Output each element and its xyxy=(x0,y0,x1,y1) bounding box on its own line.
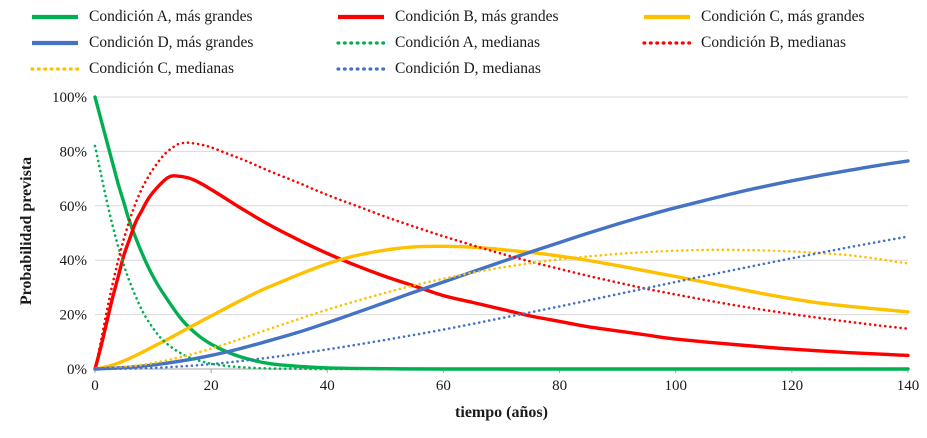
legend-label: Condición C, medianas xyxy=(89,60,235,77)
y-tick-label: 60% xyxy=(60,199,88,215)
legend-line-sample xyxy=(32,14,78,20)
legend-line-sample xyxy=(338,14,384,20)
legend-item: Condición C, más grandes xyxy=(642,4,927,30)
x-tick-label: 100 xyxy=(664,378,687,394)
legend-label: Condición B, más grandes xyxy=(395,8,559,25)
series-line-4 xyxy=(93,144,910,371)
legend-item: Condición A, más grandes xyxy=(30,4,336,30)
legend-line-sample xyxy=(30,67,80,71)
series-line-2 xyxy=(93,244,910,371)
x-tick-label: 120 xyxy=(781,378,804,394)
legend-line-sample xyxy=(336,41,386,45)
legend-item: Condición D, medianas xyxy=(336,56,642,82)
series-line-7 xyxy=(93,235,910,371)
legend-label: Condición D, más grandes xyxy=(89,34,254,51)
y-tick-label: 0% xyxy=(67,362,87,378)
legend-label: Condición B, medianas xyxy=(701,34,847,51)
x-tick-label: 60 xyxy=(436,378,451,394)
y-tick-label: 40% xyxy=(60,253,88,269)
legend-line-sample xyxy=(642,41,692,45)
legend-item: Condición D, más grandes xyxy=(30,30,336,56)
legend-item: Condición B, más grandes xyxy=(336,4,642,30)
legend-label: Condición A, medianas xyxy=(395,34,541,51)
x-axis-title: tiempo (años) xyxy=(455,404,548,421)
series-line-3 xyxy=(93,159,910,371)
y-axis-title: Probabilidad prevista xyxy=(18,156,35,306)
legend-label: Condición C, más grandes xyxy=(701,8,865,25)
legend-line-sample xyxy=(32,40,78,46)
y-tick-label: 100% xyxy=(52,90,87,106)
x-tick-label: 80 xyxy=(552,378,567,394)
legend-item: Condición A, medianas xyxy=(336,30,642,56)
legend-item: Condición C, medianas xyxy=(30,56,336,82)
chart-legend: Condición A, más grandes Condición B, más… xyxy=(30,4,927,82)
y-tick-label: 80% xyxy=(60,144,88,160)
x-tick-label: 40 xyxy=(320,378,335,394)
series-line-0 xyxy=(93,95,910,371)
x-tick-label: 140 xyxy=(897,378,920,394)
legend-label: Condición A, más grandes xyxy=(89,8,253,25)
x-tick-label: 20 xyxy=(204,378,219,394)
series-line-1 xyxy=(93,174,910,371)
legend-line-sample xyxy=(644,14,690,20)
legend-item: Condición B, medianas xyxy=(642,30,927,56)
legend-label: Condición D, medianas xyxy=(395,60,541,77)
legend-line-sample xyxy=(336,67,386,71)
series-line-5 xyxy=(93,141,910,371)
y-tick-label: 20% xyxy=(60,308,88,324)
x-tick-label: 0 xyxy=(91,378,99,394)
